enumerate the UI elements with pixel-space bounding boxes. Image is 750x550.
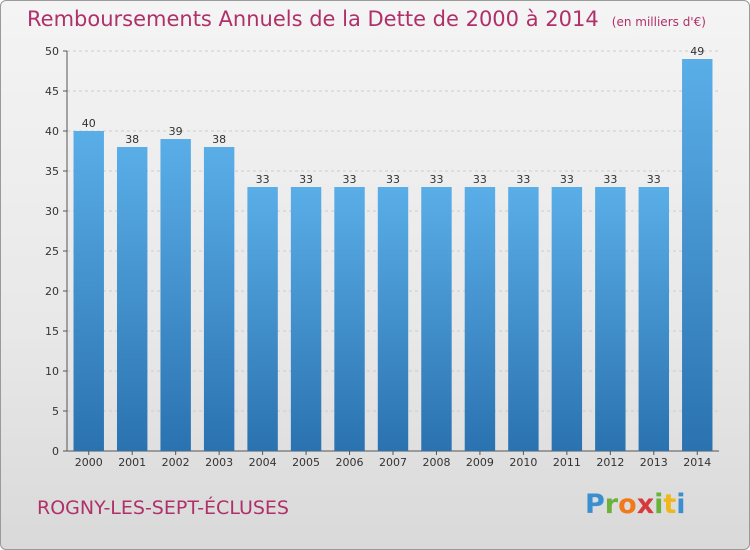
x-tick-label: 2014 (683, 456, 711, 469)
x-tick-label: 2008 (422, 456, 450, 469)
y-tick-label: 25 (45, 245, 59, 258)
data-label: 33 (256, 173, 270, 186)
y-tick-label: 35 (45, 165, 59, 178)
x-tick-label: 2012 (596, 456, 624, 469)
x-tick-label: 2004 (249, 456, 277, 469)
bar-2014 (682, 59, 713, 451)
bar-2013 (638, 187, 670, 451)
logo-letter: r (604, 489, 619, 520)
y-tick-label: 10 (45, 365, 59, 378)
data-label: 40 (82, 117, 96, 130)
logo-letter: i (676, 489, 686, 520)
bar-2002 (160, 139, 191, 451)
y-tick-label: 40 (45, 125, 59, 138)
bar-2011 (551, 187, 583, 451)
x-tick-label: 2007 (379, 456, 407, 469)
logo-letter: x (636, 489, 655, 520)
bar-2009 (464, 187, 496, 451)
proxiti-logo: Proxiti (585, 489, 686, 520)
logo-letter: i (654, 489, 664, 520)
bar-2006 (334, 187, 365, 451)
x-tick-label: 2006 (336, 456, 364, 469)
x-tick-label: 2009 (466, 456, 494, 469)
x-tick-label: 2003 (205, 456, 233, 469)
y-tick-label: 15 (45, 325, 59, 338)
data-label: 33 (516, 173, 530, 186)
x-tick-label: 2002 (162, 456, 190, 469)
bar-2005 (290, 187, 322, 451)
bar-2012 (595, 187, 626, 451)
y-tick-label: 45 (45, 85, 59, 98)
data-label: 33 (473, 173, 487, 186)
y-tick-label: 5 (52, 405, 59, 418)
bar-2010 (508, 187, 539, 451)
bar-2008 (421, 187, 452, 451)
chart-title: Remboursements Annuels de la Dette de 20… (27, 7, 706, 31)
data-label: 33 (429, 173, 443, 186)
y-tick-label: 0 (52, 445, 59, 458)
data-label: 33 (386, 173, 400, 186)
logo-letter: o (618, 489, 637, 520)
data-label: 33 (647, 173, 661, 186)
bar-2003 (203, 147, 235, 451)
bar-2001 (116, 147, 148, 451)
y-tick-label: 30 (45, 205, 59, 218)
x-tick-label: 2000 (75, 456, 103, 469)
data-label: 49 (690, 45, 704, 58)
data-label: 33 (603, 173, 617, 186)
data-label: 39 (169, 125, 183, 138)
bar-2000 (73, 131, 104, 451)
logo-letter: t (663, 489, 677, 520)
data-label: 33 (343, 173, 357, 186)
y-tick-label: 20 (45, 285, 59, 298)
x-tick-label: 2001 (118, 456, 146, 469)
commune-name: ROGNY-LES-SEPT-ÉCLUSES (37, 497, 289, 519)
x-tick-label: 2013 (640, 456, 668, 469)
chart-title-unit: (en milliers d'€) (611, 15, 706, 29)
y-tick-label: 50 (45, 45, 59, 58)
x-tick-label: 2010 (509, 456, 537, 469)
chart-title-main: Remboursements Annuels de la Dette de 20… (27, 7, 599, 31)
data-label: 33 (299, 173, 313, 186)
bar-2004 (247, 187, 278, 451)
data-label: 38 (212, 133, 226, 146)
bar-2007 (377, 187, 409, 451)
x-tick-label: 2005 (292, 456, 320, 469)
data-label: 38 (125, 133, 139, 146)
data-label: 33 (560, 173, 574, 186)
logo-letter: P (585, 489, 605, 520)
x-tick-label: 2011 (553, 456, 581, 469)
